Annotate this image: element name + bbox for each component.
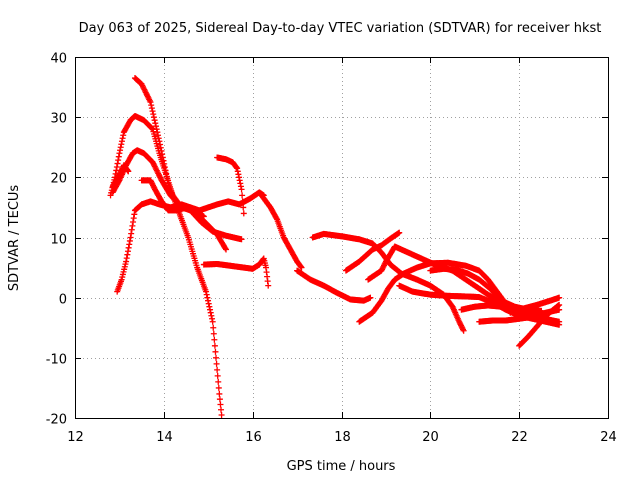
y-tick-label: -10	[46, 353, 67, 368]
data-point	[215, 378, 222, 385]
data-point	[460, 327, 467, 334]
data-point	[149, 125, 156, 132]
data-point	[396, 229, 403, 236]
data-point	[239, 192, 246, 199]
series-arc-l	[342, 229, 403, 274]
data-point	[157, 144, 164, 151]
data-point	[210, 330, 217, 337]
data-point	[214, 372, 221, 379]
data-point	[210, 324, 217, 331]
y-tick-label: -20	[46, 413, 67, 428]
series-arc-h	[200, 255, 272, 289]
data-point	[203, 288, 210, 295]
data-point	[206, 303, 213, 310]
series-arc-a	[131, 75, 225, 418]
grid-layer	[75, 57, 608, 418]
data-point	[223, 246, 230, 253]
data-point	[211, 342, 218, 349]
data-point	[214, 366, 221, 373]
data-point	[152, 123, 159, 130]
data-point	[207, 306, 214, 313]
y-tick-label: 40	[50, 52, 67, 67]
x-tick-label: 12	[67, 430, 84, 445]
data-point	[265, 282, 272, 289]
x-tick-label: 24	[600, 430, 617, 445]
data-point	[238, 186, 245, 193]
data-point	[204, 294, 211, 301]
chart-title: Day 063 of 2025, Sidereal Day-to-day VTE…	[79, 21, 602, 36]
x-tick-label: 16	[245, 430, 262, 445]
data-point	[203, 291, 210, 298]
data-point	[155, 132, 162, 139]
data-point	[209, 318, 216, 325]
x-axis-title: GPS time / hours	[287, 459, 396, 474]
series-arc-b	[107, 112, 245, 243]
x-tick-label: 22	[511, 430, 528, 445]
series-arc-i	[258, 192, 305, 271]
data-point	[238, 236, 245, 243]
data-point	[222, 245, 229, 252]
series-arc-k	[309, 230, 467, 334]
series-arc-c	[109, 147, 230, 253]
y-tick-label: 20	[50, 172, 67, 187]
data-point	[207, 309, 214, 316]
y-axis-title: SDTVAR / TECUs	[7, 185, 22, 292]
data-point	[218, 406, 225, 413]
data-point	[217, 401, 224, 408]
data-point	[215, 384, 222, 391]
data-point	[211, 336, 218, 343]
series-arc-f	[114, 189, 267, 295]
series-arc-g	[214, 154, 247, 217]
x-tick-label: 18	[334, 430, 351, 445]
data-point	[273, 215, 280, 222]
data-point	[208, 312, 215, 319]
data-point	[212, 348, 219, 355]
data-point	[239, 198, 246, 205]
data-point	[150, 111, 157, 118]
y-tick-label: 10	[50, 233, 67, 248]
data-point	[240, 204, 247, 211]
data-point	[125, 168, 132, 175]
data-point	[149, 108, 156, 115]
data-point	[150, 114, 157, 121]
series-arc-j	[294, 267, 374, 304]
data-point	[147, 99, 154, 106]
data-point	[148, 102, 155, 109]
data-point	[240, 210, 247, 217]
y-tick-label: 0	[59, 293, 67, 308]
data-point	[213, 354, 220, 361]
marks-layer	[107, 75, 563, 418]
x-tick-label: 14	[156, 430, 173, 445]
data-point	[213, 360, 220, 367]
data-point	[298, 264, 305, 271]
data-point	[151, 117, 158, 124]
x-tick-label: 20	[422, 430, 439, 445]
data-point	[209, 315, 216, 322]
data-point	[152, 120, 159, 127]
data-point	[216, 390, 223, 397]
data-point	[205, 297, 212, 304]
data-point	[367, 294, 374, 301]
y-tick-label: 30	[50, 112, 67, 127]
data-point	[205, 300, 212, 307]
series-arc-d	[109, 162, 132, 190]
data-point	[216, 396, 223, 403]
data-point	[148, 105, 155, 112]
data-point	[200, 213, 207, 220]
data-point	[218, 411, 225, 418]
